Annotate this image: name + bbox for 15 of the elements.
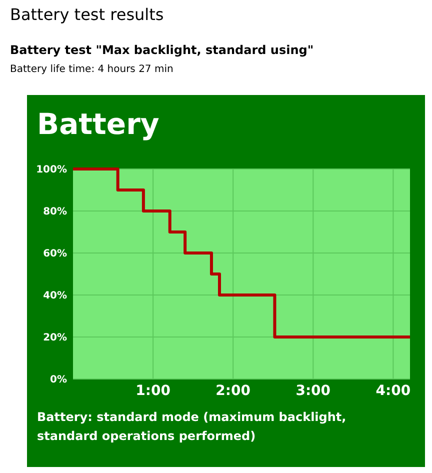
x-tick-label: 4:00 [376, 383, 411, 399]
y-tick-label: 0% [50, 374, 67, 386]
y-tick-label: 100% [36, 164, 67, 176]
x-tick-label: 3:00 [296, 383, 331, 399]
y-tick-label: 20% [43, 332, 67, 344]
chart-title: Battery test results [10, 5, 164, 24]
text: Battery [37, 107, 160, 141]
y-tick-label: 80% [43, 206, 67, 218]
y-tick-label: 60% [43, 248, 67, 260]
text: Battery: standard mode (maximum backlight, standard operations performed) [37, 410, 346, 443]
x-tick-label: 2:00 [216, 383, 251, 399]
text: Battery life time: 4 hours 27 min [10, 64, 174, 75]
chart-subtitle: Battery test "Max backlight, standard using" [10, 43, 314, 57]
y-tick-label: 40% [43, 290, 67, 302]
x-tick-label: 1:00 [136, 383, 171, 399]
